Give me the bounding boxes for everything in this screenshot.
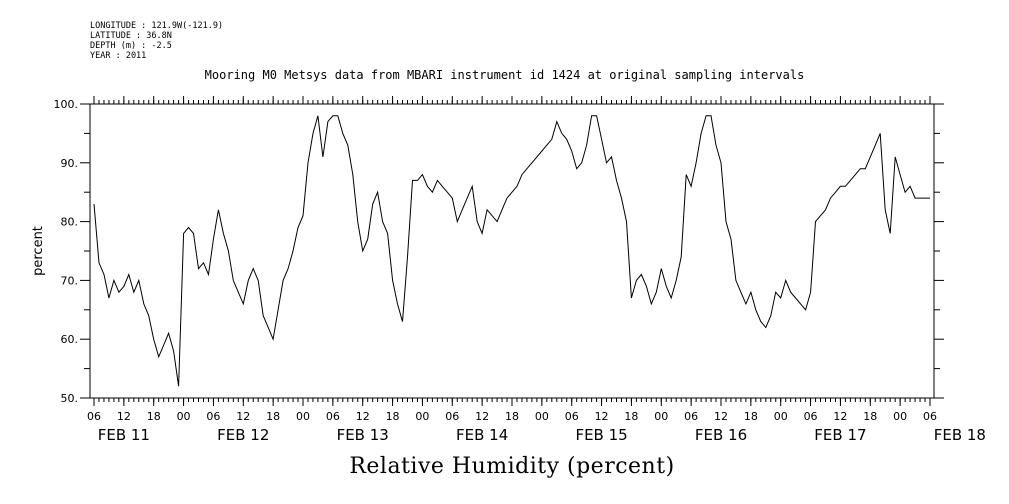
x-hour-label: 12 <box>475 410 489 423</box>
x-hour-label: 12 <box>117 410 131 423</box>
y-tick-label: 100. <box>54 98 79 111</box>
x-axis-label: Relative Humidity (percent) <box>349 454 675 479</box>
x-hour-label: 18 <box>863 410 877 423</box>
x-hour-label: 18 <box>147 410 161 423</box>
x-hour-label: 12 <box>833 410 847 423</box>
y-axis: 50. 60. 70. 80. 90. 100. <box>54 98 944 405</box>
y-tick-label: 70. <box>61 274 79 287</box>
x-date-label: FEB 18 <box>934 426 986 444</box>
x-date-label: FEB 16 <box>695 426 747 444</box>
latitude-label: LATITUDE : 36.8N <box>90 31 172 41</box>
year-label: YEAR : 2011 <box>90 51 147 61</box>
depth-label: DEPTH (m) : -2.5 <box>90 41 172 51</box>
x-hour-label: 06 <box>87 410 101 423</box>
x-date-label: FEB 13 <box>337 426 389 444</box>
y-tick-label: 60. <box>61 333 79 346</box>
x-hour-label: 00 <box>774 410 788 423</box>
metadata-header: LONGITUDE : 121.9W(-121.9) LATITUDE : 36… <box>90 21 223 61</box>
x-hour-label: 18 <box>505 410 519 423</box>
x-hour-label: 06 <box>206 410 220 423</box>
x-hour-label: 06 <box>804 410 818 423</box>
x-axis: 06 12 18 00 06 12 18 00 06 12 18 00 06 12 18 00 06 12 18 00… <box>87 96 986 444</box>
x-hour-label: 12 <box>356 410 370 423</box>
x-hour-label: 06 <box>445 410 459 423</box>
x-date-label: FEB 14 <box>456 426 508 444</box>
x-hour-label: 00 <box>654 410 668 423</box>
plot-frame <box>89 103 935 399</box>
y-tick-label: 50. <box>61 392 79 405</box>
x-hour-label: 06 <box>923 410 937 423</box>
x-hour-label: 12 <box>236 410 250 423</box>
x-hour-label: 00 <box>296 410 310 423</box>
x-date-label: FEB 11 <box>98 426 150 444</box>
x-hour-label: 12 <box>595 410 609 423</box>
chart-title: Mooring M0 Metsys data from MBARI instru… <box>204 68 805 82</box>
x-hour-label: 00 <box>893 410 907 423</box>
y-tick-label: 80. <box>61 216 79 229</box>
x-hour-label: 12 <box>714 410 728 423</box>
x-hour-label: 06 <box>684 410 698 423</box>
x-hour-label: 00 <box>415 410 429 423</box>
y-axis-label: percent <box>31 226 46 276</box>
x-hour-label: 18 <box>386 410 400 423</box>
x-hour-label: 06 <box>326 410 340 423</box>
series-line-relative-humidity <box>93 115 930 387</box>
x-hour-label: 06 <box>565 410 579 423</box>
x-date-label: FEB 17 <box>814 426 866 444</box>
x-hour-label: 18 <box>266 410 280 423</box>
x-hour-label: 18 <box>744 410 758 423</box>
longitude-label: LONGITUDE : 121.9W(-121.9) <box>90 21 224 31</box>
y-tick-label: 90. <box>61 157 79 170</box>
x-date-label: FEB 15 <box>575 426 627 444</box>
minor-ticks <box>93 100 931 402</box>
x-date-label: FEB 12 <box>217 426 269 444</box>
x-hour-label: 00 <box>535 410 549 423</box>
x-hour-label: 00 <box>177 410 191 423</box>
x-hour-label: 18 <box>624 410 638 423</box>
